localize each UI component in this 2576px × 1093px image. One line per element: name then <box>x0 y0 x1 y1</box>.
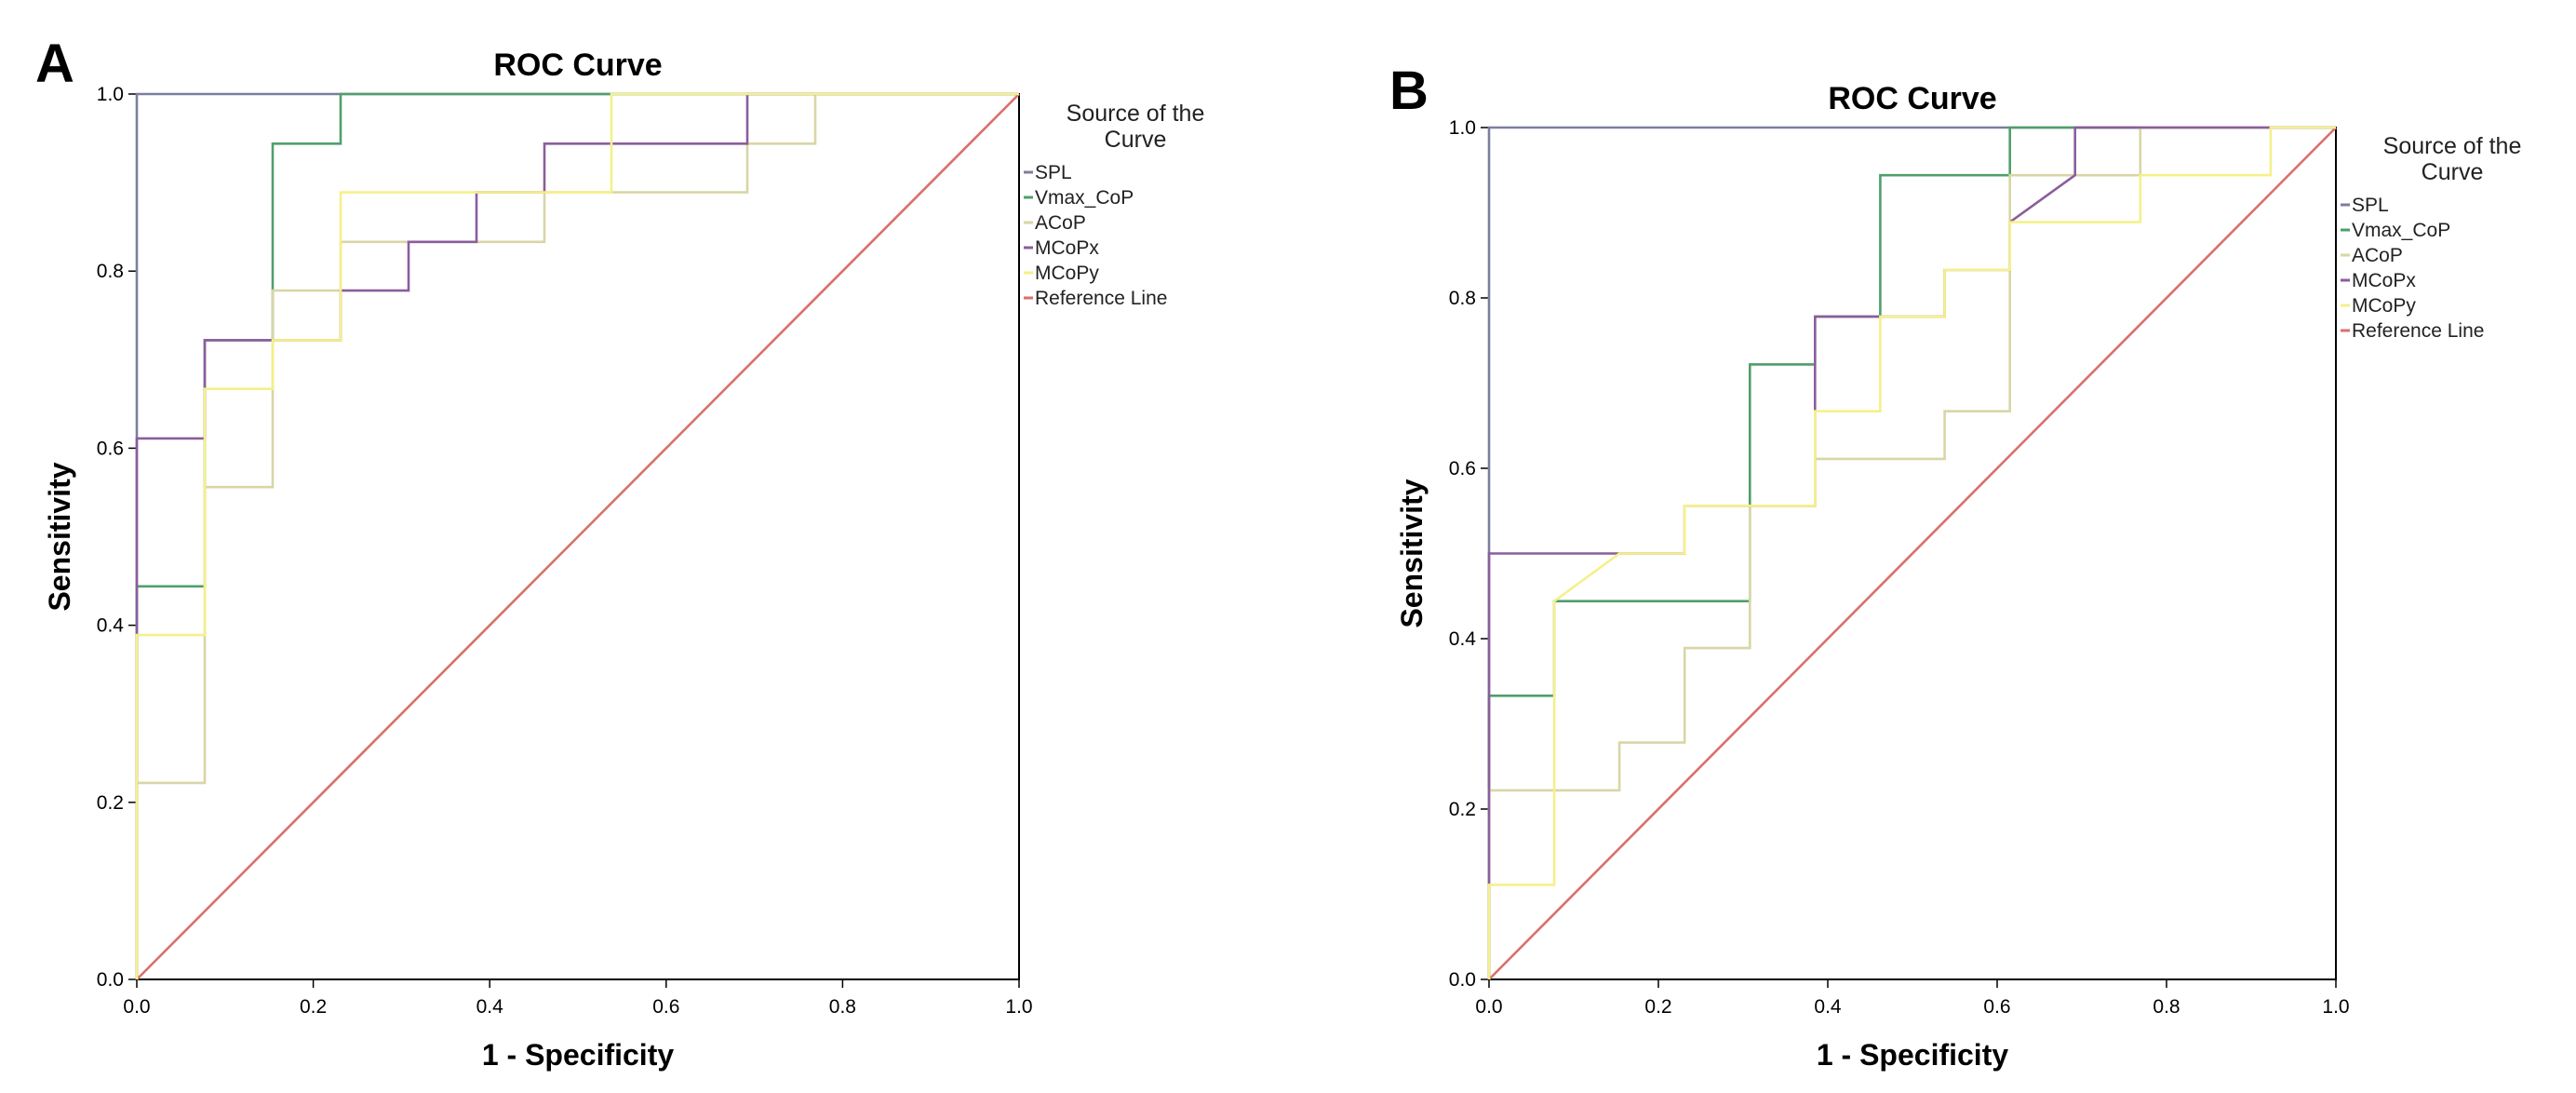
x-tick-label: 1.0 <box>2322 996 2349 1018</box>
legend-entry: Reference Line <box>1035 288 1167 309</box>
legend: Source of the Curve SPL Vmax_CoP ACoP MCoPx MC… <box>1024 101 1204 309</box>
legend-entry: SPL <box>1035 162 1072 183</box>
legend-entry: Vmax_CoP <box>1035 187 1134 209</box>
legend-entry: MCoPx <box>2352 270 2416 291</box>
x-tick-label: 0.6 <box>652 996 679 1018</box>
legend-entry: MCoPx <box>1035 237 1099 259</box>
y-axis-label: Sensitivity <box>43 462 76 611</box>
series-line-reference-line <box>1488 127 2337 980</box>
chart-panel-b: B ROC Curve 0.0 0.2 0.4 0.6 0.8 1.0 0.0 0.2 0.4 0.6… <box>1389 61 2521 1072</box>
series-line-reference-line <box>136 93 1020 980</box>
y-tick-label: 1.0 <box>1449 117 1476 139</box>
y-tick-label: 0.4 <box>97 615 125 637</box>
y-tick-label: 0.2 <box>1449 799 1476 820</box>
x-tick-label: 0.6 <box>1983 996 2010 1018</box>
legend-entry: ACoP <box>2352 245 2403 266</box>
legend-title: Source of the Curve <box>1067 101 1205 153</box>
chart-title: ROC Curve <box>1828 81 1996 116</box>
y-axis-label: Sensitivity <box>1395 479 1429 627</box>
x-tick-label: 0.8 <box>829 996 856 1018</box>
x-tick-label: 0.2 <box>1644 996 1671 1018</box>
legend-entry: MCoPy <box>1035 263 1099 284</box>
x-tick-label: 0.4 <box>1814 996 1842 1018</box>
y-tick-label: 0.8 <box>97 261 124 282</box>
legend-entry: MCoPy <box>2352 295 2416 317</box>
y-tick-label: 0.4 <box>1449 628 1477 650</box>
x-axis-label: 1 - Specificity <box>1817 1038 2009 1072</box>
legend-entry: Vmax_CoP <box>2352 220 2450 241</box>
chart-title: ROC Curve <box>493 47 662 83</box>
y-tick-label: 0.8 <box>1449 288 1476 309</box>
legend-entry: Reference Line <box>2352 320 2484 342</box>
x-axis-label: 1 - Specificity <box>482 1038 675 1072</box>
y-tick-label: 1.0 <box>97 84 124 105</box>
x-tick-label: 1.0 <box>1005 996 1032 1018</box>
x-tick-label: 0.8 <box>2153 996 2180 1018</box>
y-tick-label: 0.0 <box>97 969 124 991</box>
y-tick-label: 0.6 <box>1449 458 1476 479</box>
series-line-mcopy <box>135 92 1019 979</box>
legend-entry: SPL <box>2352 195 2389 216</box>
legend-entry: ACoP <box>1035 212 1086 234</box>
panel-letter: A <box>35 34 74 94</box>
y-tick-label: 0.0 <box>1449 969 1476 991</box>
x-tick-label: 0.4 <box>476 996 504 1018</box>
y-tick-label: 0.2 <box>97 792 124 814</box>
series-line-mcopy <box>1487 126 2336 979</box>
x-tick-label: 0.0 <box>1475 996 1502 1018</box>
chart-panel-a: A ROC Curve 0.0 0.2 0.4 0.6 0.8 1.0 0.0 0.2 0.4 0.6… <box>35 34 1204 1072</box>
x-tick-label: 0.2 <box>300 996 327 1018</box>
legend: Source of the Curve SPL Vmax_CoP ACoP MCoPx MC… <box>2341 133 2521 342</box>
x-tick-label: 0.0 <box>123 996 150 1018</box>
y-tick-label: 0.6 <box>97 438 124 459</box>
legend-title: Source of the Curve <box>2383 133 2522 185</box>
panel-letter: B <box>1389 61 1429 121</box>
